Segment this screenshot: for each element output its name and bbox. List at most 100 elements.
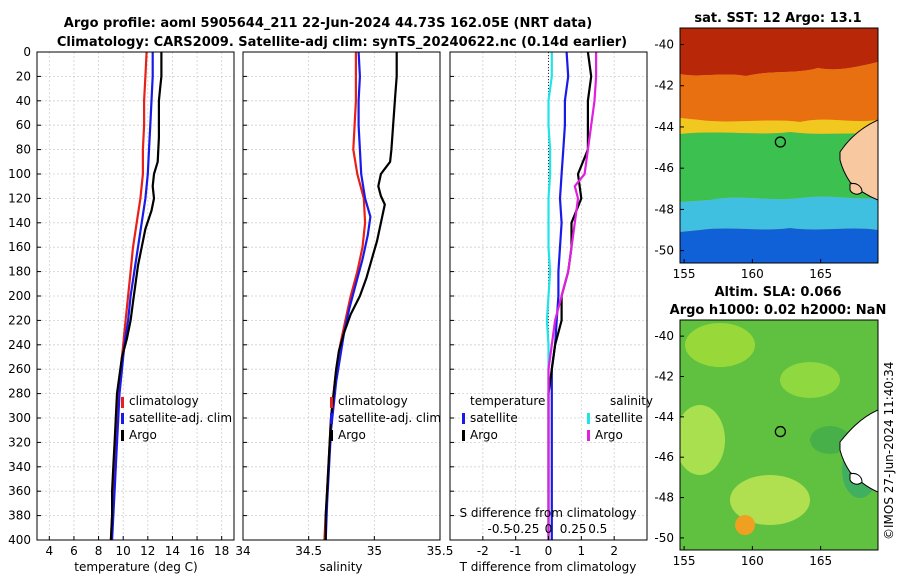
map-y-tick-label: -42 — [654, 369, 674, 383]
map-y-tick-label: -44 — [654, 120, 674, 134]
x-tick-label: 12 — [140, 544, 155, 558]
sla-map-title-1: Altim. SLA: 0.066 — [715, 285, 842, 300]
sst-warm-band — [680, 28, 878, 76]
y-tick-label: 360 — [8, 484, 31, 498]
y-tick-label: 340 — [8, 460, 31, 474]
series-line-satellite-adj-clim — [111, 52, 154, 541]
y-tick-label: 20 — [16, 69, 31, 83]
legend-swatch-argo — [121, 430, 124, 441]
y-tick-label: 0 — [23, 45, 31, 59]
legend-label-t-satellite: satellite — [470, 411, 518, 425]
map-y-tick-label: -42 — [654, 79, 674, 93]
map-x-tick-label: 160 — [741, 267, 764, 281]
sst-green-band — [680, 132, 878, 202]
legend-swatch-climatology — [121, 397, 124, 408]
sla-patch-high — [735, 515, 755, 535]
y-tick-label: 220 — [8, 313, 31, 327]
salinity-panel: 34 34.5 35 35.5 salinity climatology satell… — [235, 51, 454, 574]
y-tick-label: 260 — [8, 362, 31, 376]
map-y-tick-label: -40 — [654, 329, 674, 343]
x-tick-label: 16 — [189, 544, 204, 558]
legend-swatch-argo — [330, 430, 333, 441]
sla-land-stewart-island — [849, 473, 863, 485]
legend-label-satellite: satellite-adj. clim — [129, 411, 232, 425]
y-tick-label: 380 — [8, 509, 31, 523]
y-tick-label: 200 — [8, 289, 31, 303]
x-tick-label: 18 — [214, 544, 229, 558]
sla-patch — [685, 323, 755, 367]
legend-label-climatology: climatology — [338, 394, 408, 408]
y-tick-label: 400 — [8, 533, 31, 547]
x2-tick-label: 0 — [545, 522, 553, 536]
legend-swatch-satellite — [330, 413, 333, 424]
map-x-tick-label: 155 — [673, 554, 696, 568]
difference-x2label: S difference from climatology — [460, 506, 637, 520]
map-y-tick-label: -50 — [654, 244, 674, 258]
sla-map: Altim. SLA: 0.066 Argo h1000: 0.02 h2000… — [654, 285, 886, 568]
legend-title-salinity: salinity — [610, 394, 653, 408]
y-tick-label: 100 — [8, 167, 31, 181]
difference-xlabel: T difference from climatology — [459, 560, 637, 574]
legend-label-t-argo: Argo — [470, 428, 498, 442]
timestamp: ©IMOS 27-Jun-2024 11:40:34 — [882, 362, 896, 540]
x-tick-label: -1 — [510, 544, 522, 558]
x-tick-label: 34.5 — [295, 544, 322, 558]
y-tick-label: 140 — [8, 216, 31, 230]
x2-tick-label: 0.25 — [560, 522, 587, 536]
map-x-tick-label: 160 — [741, 554, 764, 568]
y-tick-label: 80 — [16, 143, 31, 157]
sla-patch — [680, 405, 725, 475]
y-tick-label: 320 — [8, 435, 31, 449]
legend-swatch-s-satellite — [587, 413, 590, 424]
map-y-tick-label: -46 — [654, 161, 674, 175]
sst-map-frame — [679, 27, 879, 264]
map-x-tick-label: 165 — [809, 554, 832, 568]
y-tick-label: 120 — [8, 191, 31, 205]
x-tick-label: 14 — [165, 544, 180, 558]
legend-label-argo: Argo — [338, 428, 366, 442]
legend-label-satellite: satellite-adj. clim — [338, 411, 441, 425]
x-tick-label: 35.5 — [427, 544, 454, 558]
sst-cyan-band — [680, 196, 878, 232]
map-y-tick-label: -40 — [654, 37, 674, 51]
legend-label-s-satellite: satellite — [595, 411, 643, 425]
y-tick-label: 40 — [16, 94, 31, 108]
difference-panel: -2 -1 0 1 2 T difference from climatology S … — [449, 51, 653, 574]
y-tick-label: 60 — [16, 118, 31, 132]
sla-map-frame — [679, 319, 879, 551]
legend-swatch-satellite — [121, 413, 124, 424]
x-tick-label: 4 — [45, 544, 53, 558]
x-tick-label: 1 — [578, 544, 586, 558]
title-line-2: Climatology: CARS2009. Satellite-adj cli… — [57, 35, 627, 50]
temperature-xlabel: temperature (deg C) — [74, 560, 197, 574]
salinity-legend: climatology satellite-adj. clim Argo — [330, 394, 441, 442]
sla-patch — [730, 475, 810, 525]
y-tick-label: 160 — [8, 240, 31, 254]
y-tick-label: 300 — [8, 411, 31, 425]
sst-land-south-island — [839, 119, 878, 201]
map-y-tick-label: -44 — [654, 410, 674, 424]
x2-tick-label: -0.5 — [488, 522, 511, 536]
series-line-argo — [109, 52, 163, 541]
map-x-tick-label: 155 — [673, 267, 696, 281]
legend-title-temperature: temperature — [470, 394, 545, 408]
temperature-panel: 4 6 8 10 12 14 16 18020406080100120140160180200… — [8, 45, 235, 574]
salinity-xlabel: salinity — [319, 560, 362, 574]
y-tick-label: 280 — [8, 387, 31, 401]
sst-map-title: sat. SST: 12 Argo: 13.1 — [694, 11, 861, 26]
legend-swatch-climatology — [330, 397, 333, 408]
y-tick-label: 180 — [8, 265, 31, 279]
x-tick-label: 2 — [610, 544, 618, 558]
sst-blue-band — [680, 228, 878, 263]
title-line-1: Argo profile: aoml 5905644_211 22-Jun-20… — [64, 16, 592, 31]
sla-map-title-2: Argo h1000: 0.02 h2000: NaN — [670, 303, 887, 318]
sla-land-south-island — [839, 409, 878, 493]
legend-label-s-argo: Argo — [595, 428, 623, 442]
series-line-t-satellite — [550, 51, 570, 540]
sst-orange-band — [680, 62, 878, 122]
legend-swatch-s-argo — [587, 430, 590, 441]
sst-map: sat. SST: 12 Argo: 13.1 155 160 165 -40 -42 -… — [654, 11, 879, 281]
difference-legend: temperature satellite Argo salinity sate… — [462, 394, 653, 442]
sst-land-stewart-island — [849, 183, 863, 195]
y-tick-label: 240 — [8, 338, 31, 352]
